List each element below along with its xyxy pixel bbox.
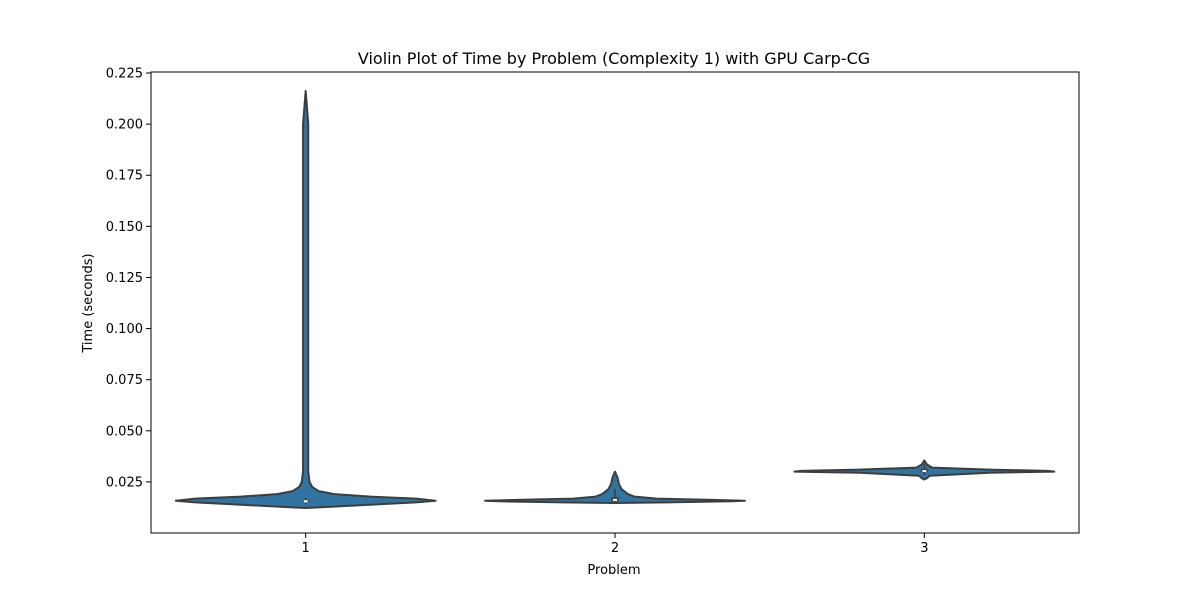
violin-median	[303, 500, 308, 503]
plot-frame	[150, 71, 1080, 534]
x-tick-label: 3	[920, 541, 928, 556]
y-tick-label: 0.025	[106, 475, 143, 490]
y-tick-label: 0.175	[106, 169, 143, 184]
x-tick-label: 2	[611, 541, 619, 556]
violin-2	[484, 470, 746, 504]
y-tick-label: 0.100	[106, 322, 143, 337]
y-tick-label: 0.150	[106, 220, 143, 235]
violin-median	[613, 498, 617, 501]
violins-layer	[174, 90, 1056, 510]
y-axis: 0.025 0.050 0.075 0.100 0.125 0.150 0.175 0.200…	[106, 67, 151, 490]
violin-1	[174, 90, 437, 510]
y-tick-label: 0.125	[106, 271, 143, 286]
x-axis: 1 2 3	[302, 533, 928, 556]
violin-body	[174, 90, 437, 510]
y-axis-label: Time (seconds)	[81, 253, 96, 353]
chart-title: Violin Plot of Time by Problem (Complexi…	[358, 49, 870, 68]
violin-median	[922, 470, 927, 473]
x-axis-label: Problem	[587, 563, 640, 578]
violin-3	[793, 459, 1056, 481]
y-tick-label: 0.050	[106, 424, 143, 439]
y-tick-label: 0.075	[106, 373, 143, 388]
x-tick-label: 1	[302, 541, 310, 556]
y-tick-label: 0.200	[106, 118, 143, 133]
y-tick-label: 0.225	[106, 67, 143, 82]
violin-body	[484, 470, 746, 504]
